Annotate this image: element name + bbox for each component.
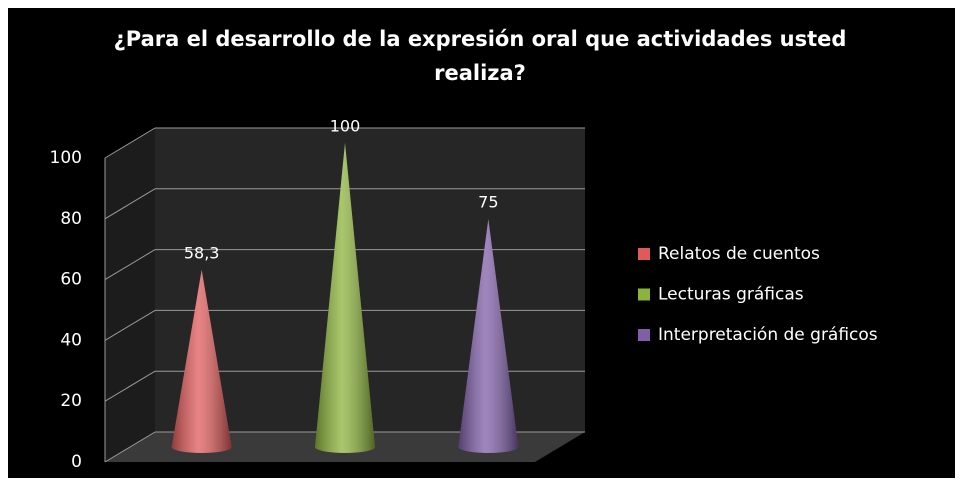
cone-shade [171,269,232,453]
cone-shade [458,219,519,453]
data-label: 75 [478,193,498,212]
grid-line-side [104,309,156,341]
legend-swatch [638,288,650,301]
grid-line-side [104,188,156,220]
y-tick-label: 40 [60,330,82,350]
grid-line-side [104,127,156,159]
y-tick-label: 100 [50,148,82,168]
y-tick-label: 80 [60,209,82,229]
legend-swatch [638,329,650,341]
side-wall [105,128,155,462]
grid-line-side [104,249,156,281]
legend-label: Relatos de cuentos [658,244,820,264]
cone-shade [315,143,375,453]
y-tick-label: 60 [60,270,82,290]
data-label: 100 [330,117,361,136]
legend-label: Interpretación de gráficos [658,325,878,345]
grid-line-side [104,370,156,402]
legend-swatch [638,248,650,260]
y-tick-label: 0 [71,452,82,472]
chart-title: ¿Para el desarrollo de la expresión oral… [113,27,847,85]
data-label: 58,3 [184,243,220,262]
grid-line-side [104,431,156,463]
legend-label: Lecturas gráficas [658,285,804,305]
y-tick-label: 20 [60,391,82,411]
